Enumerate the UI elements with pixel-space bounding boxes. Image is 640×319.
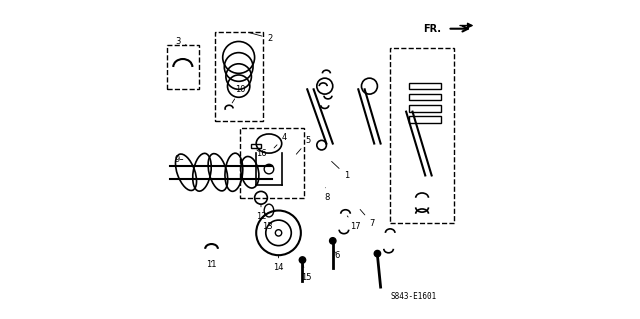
Text: FR.: FR. [423, 24, 441, 34]
Bar [410, 83, 441, 89]
Text: 12: 12 [256, 204, 266, 221]
Text: 4: 4 [274, 133, 287, 148]
Text: 1: 1 [332, 161, 349, 180]
Bar [410, 116, 441, 123]
Circle shape [330, 238, 336, 244]
Circle shape [300, 257, 306, 263]
Text: 2: 2 [250, 33, 273, 43]
Bar [410, 105, 441, 112]
Text: 5: 5 [296, 136, 311, 154]
Bar [252, 144, 261, 148]
Text: 7: 7 [360, 210, 375, 228]
Text: S843-E1601: S843-E1601 [390, 293, 436, 301]
Text: 11: 11 [206, 260, 217, 269]
Text: 8: 8 [324, 188, 330, 202]
Text: 14: 14 [273, 255, 284, 272]
Circle shape [374, 250, 381, 257]
Text: 9: 9 [175, 155, 183, 164]
Text: 17: 17 [348, 216, 361, 231]
Text: 16: 16 [256, 149, 267, 158]
Text: 10: 10 [232, 85, 246, 103]
Text: 15: 15 [301, 264, 312, 282]
Text: 13: 13 [262, 222, 273, 231]
Text: 6: 6 [334, 251, 340, 260]
Bar [410, 94, 441, 100]
Text: 3: 3 [175, 37, 186, 46]
